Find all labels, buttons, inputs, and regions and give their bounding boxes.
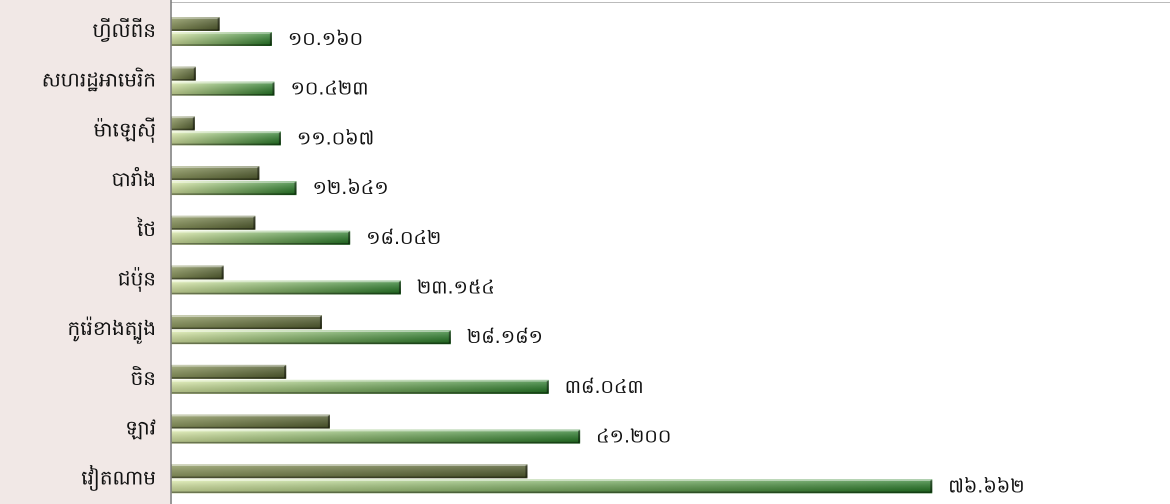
bar-series1-8 <box>171 414 330 429</box>
bar-series2-9 <box>171 479 933 494</box>
data-label-7: ៣៨.០៤៣ <box>565 376 644 398</box>
bar-series2-3 <box>171 181 297 196</box>
data-label-4: ១៨.០៤២ <box>366 227 441 249</box>
bar-series1-3 <box>171 166 260 181</box>
bar-series2-8 <box>171 429 581 444</box>
category-label-7: ចិន <box>131 365 156 390</box>
category-label-2: ម៉ាឡេស៊ី <box>94 116 157 143</box>
bar-series2-5 <box>171 280 401 295</box>
bar-series1-9 <box>171 464 528 479</box>
bar-series2-4 <box>171 230 351 245</box>
category-label-9: វៀតណាម <box>81 464 156 491</box>
bar-series1-0 <box>171 17 220 31</box>
bar-series1-2 <box>171 116 195 131</box>
data-label-8: ៤១.២០០ <box>596 426 671 448</box>
data-label-0: ១០.១៦០ <box>288 28 363 50</box>
data-label-2: ១១.០៦៧ <box>297 127 374 149</box>
bar-series2-7 <box>171 379 549 394</box>
bar-series2-0 <box>171 32 272 46</box>
bar-series1-6 <box>171 315 322 330</box>
bar-series1-4 <box>171 215 256 230</box>
category-label-panel <box>0 0 170 504</box>
bar-series2-2 <box>171 131 281 146</box>
category-label-0: ហ្វីលីពីន <box>93 17 156 42</box>
data-label-1: ១០.៤២៣ <box>291 78 369 100</box>
data-label-6: ២៨.១៨១ <box>467 326 543 348</box>
bar-series1-7 <box>171 364 287 379</box>
bar-series1-5 <box>171 265 224 280</box>
bar-series2-6 <box>171 330 451 345</box>
bar-series1-1 <box>171 66 196 81</box>
category-label-8: ឡាវ <box>125 416 156 440</box>
category-label-4: ថៃ <box>136 216 156 241</box>
bar-series2-1 <box>171 81 275 96</box>
category-label-5: ជប៉ុន <box>118 267 156 293</box>
category-label-6: កូរ៉េខាងត្បូង <box>68 316 156 344</box>
data-label-9: ៧៦.៦៦២ <box>948 475 1024 497</box>
category-label-3: បារាំង <box>112 166 156 191</box>
data-label-5: ២៣.១៥៤ <box>417 277 495 299</box>
data-label-3: ១២.៦៤១ <box>313 177 389 199</box>
category-label-1: សហរដ្ឋអាមេរិក <box>42 67 156 92</box>
